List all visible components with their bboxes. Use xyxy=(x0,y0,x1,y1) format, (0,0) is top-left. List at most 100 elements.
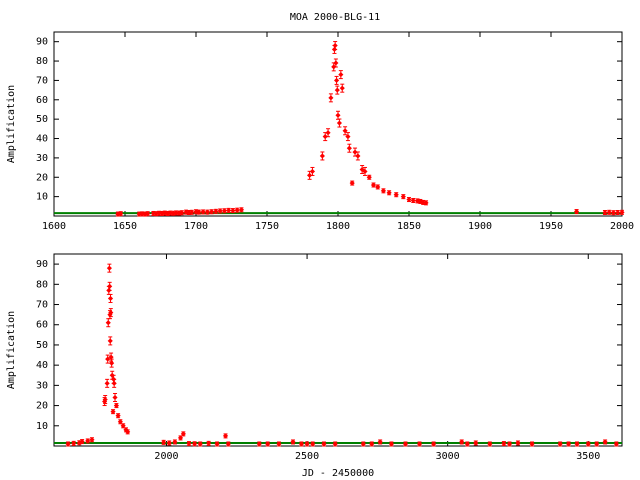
bottom-data-point xyxy=(360,441,366,447)
top-ytick-label: 70 xyxy=(36,75,48,86)
top-xtick-label: 1600 xyxy=(42,221,66,232)
bottom-plot-frame xyxy=(53,253,623,447)
top-data-point xyxy=(573,208,580,215)
top-data-point xyxy=(423,200,429,206)
bottom-data-point xyxy=(65,441,71,447)
top-data-point xyxy=(319,151,325,161)
bottom-x-axis-label: JD - 2450000 xyxy=(302,468,374,479)
bottom-data-point xyxy=(110,409,116,415)
bottom-ytick-label: 90 xyxy=(36,259,48,270)
bottom-data-point xyxy=(332,441,338,447)
top-data-point xyxy=(335,110,341,120)
top-data-point xyxy=(334,85,340,95)
bottom-data-point xyxy=(197,441,203,447)
bottom-xtick-label: 2000 xyxy=(154,451,178,462)
bottom-data-point xyxy=(113,403,119,409)
top-data-point xyxy=(145,211,151,217)
top-data-point xyxy=(606,209,612,215)
chart-title: MOA 2000-BLG-11 xyxy=(290,12,380,23)
top-data-point xyxy=(400,194,406,200)
bottom-data-point xyxy=(85,438,91,444)
bottom-data-point xyxy=(186,441,192,447)
bottom-ytick-label: 10 xyxy=(36,421,48,432)
top-panel: 10 20 30 40 50 60 70 80 90 1600 1650 1700 1750 1800 18… xyxy=(6,31,634,232)
top-ytick-label: 20 xyxy=(36,172,48,183)
bottom-data-point xyxy=(304,441,310,447)
top-data-point xyxy=(345,132,351,142)
bottom-data-point xyxy=(166,440,172,446)
bottom-data-point xyxy=(125,429,131,435)
top-data-point xyxy=(334,75,340,85)
top-data-point xyxy=(359,165,365,175)
bottom-data-point xyxy=(585,441,591,447)
top-data-point xyxy=(610,210,617,216)
top-y-axis-label: Amplification xyxy=(6,85,17,163)
top-xtick-label: 1650 xyxy=(113,221,137,232)
bottom-data-point xyxy=(105,318,111,328)
bottom-data-point xyxy=(120,423,126,429)
top-ytick-label: 60 xyxy=(36,95,48,106)
top-ytick-label: 10 xyxy=(36,192,48,203)
bottom-data-point xyxy=(388,441,394,447)
top-data-point xyxy=(336,118,342,128)
top-data-point xyxy=(234,207,240,213)
top-xtick-label: 1750 xyxy=(255,221,279,232)
bottom-data-point xyxy=(108,308,114,318)
bottom-data-point xyxy=(117,419,123,425)
bottom-data-point xyxy=(298,441,305,447)
bottom-data-point xyxy=(71,440,77,446)
bottom-data-point xyxy=(594,441,600,447)
bottom-data-point xyxy=(104,378,110,388)
bottom-data-point xyxy=(79,438,85,445)
bottom-data-point xyxy=(89,437,95,443)
bottom-data-point xyxy=(177,435,184,441)
top-data-point xyxy=(230,208,236,214)
top-data-point xyxy=(370,182,377,188)
bottom-data-point xyxy=(161,439,167,445)
top-xtick-label: 2000 xyxy=(610,221,634,232)
bottom-ytick-label: 20 xyxy=(36,401,48,412)
top-ytick-label: 30 xyxy=(36,153,48,164)
top-data-point xyxy=(342,126,348,136)
bottom-ytick-label: 70 xyxy=(36,300,48,311)
bottom-data-point xyxy=(515,440,521,446)
top-data-point xyxy=(375,184,381,190)
bottom-panel: 10 20 30 40 50 60 70 80 90 2000 2500 3000 3500 Amplif… xyxy=(6,253,623,479)
top-ytick-label: 80 xyxy=(36,56,48,67)
bottom-data-point xyxy=(602,439,608,445)
top-data-point xyxy=(393,192,399,198)
top-data-point xyxy=(355,151,361,161)
top-data-point xyxy=(309,166,316,176)
bottom-ytick-label: 80 xyxy=(36,279,48,290)
top-data-point xyxy=(226,207,232,213)
bottom-data-point xyxy=(574,441,580,447)
bottom-data-point xyxy=(214,441,220,447)
bottom-data-point xyxy=(180,431,186,437)
top-xtick-label: 1900 xyxy=(468,221,492,232)
bottom-data-point xyxy=(377,439,383,445)
bottom-xtick-label: 3500 xyxy=(576,451,600,462)
bottom-ytick-label: 50 xyxy=(36,340,48,351)
bottom-data-point xyxy=(501,441,507,447)
top-xtick-label: 1800 xyxy=(326,221,350,232)
bottom-data-point xyxy=(265,441,271,447)
top-data-point xyxy=(615,209,621,216)
top-data-point xyxy=(238,207,245,213)
top-ytick-label: 50 xyxy=(36,114,48,125)
top-data-point xyxy=(159,210,165,217)
bottom-data-point xyxy=(431,441,437,447)
bottom-data-point xyxy=(192,441,198,447)
bottom-data-point xyxy=(369,441,375,447)
top-data-point xyxy=(338,70,344,80)
bottom-y-axis-label: Amplification xyxy=(6,311,17,389)
bottom-data-point xyxy=(172,439,178,445)
bottom-data-point xyxy=(105,354,111,364)
top-data-point xyxy=(200,209,206,215)
bottom-data-point xyxy=(506,441,513,447)
top-data-point xyxy=(410,197,416,204)
top-data-point xyxy=(325,128,331,138)
top-ytick-label: 90 xyxy=(36,37,48,48)
top-data-point xyxy=(328,93,334,103)
top-data-point xyxy=(362,166,368,176)
